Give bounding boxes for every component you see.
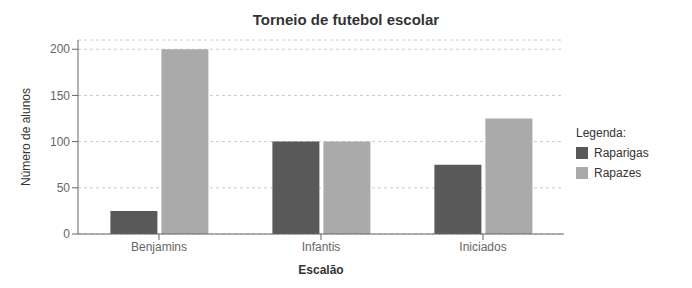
html-text:Legenda:: Legenda: bbox=[576, 126, 627, 140]
svg-text:150: 150 bbox=[50, 89, 70, 103]
svg-text:200: 200 bbox=[50, 42, 70, 56]
svg-text:Número de alunos: Número de alunos bbox=[19, 88, 33, 186]
html-text:Rapazes: Rapazes bbox=[594, 166, 642, 180]
html-text:Raparigas: Raparigas bbox=[594, 146, 649, 160]
html-text:Torneio de futebol escolar: Torneio de futebol escolar bbox=[252, 11, 440, 28]
svg-text:Iniciados: Iniciados bbox=[459, 240, 506, 254]
svg-text:Infantis: Infantis bbox=[302, 240, 341, 254]
svg-text:Benjamins: Benjamins bbox=[131, 240, 187, 254]
svg-text:Escalão: Escalão bbox=[298, 263, 343, 277]
svg-text:0: 0 bbox=[63, 227, 70, 241]
svg-text:50: 50 bbox=[57, 181, 71, 195]
svg-text:100: 100 bbox=[50, 135, 70, 149]
